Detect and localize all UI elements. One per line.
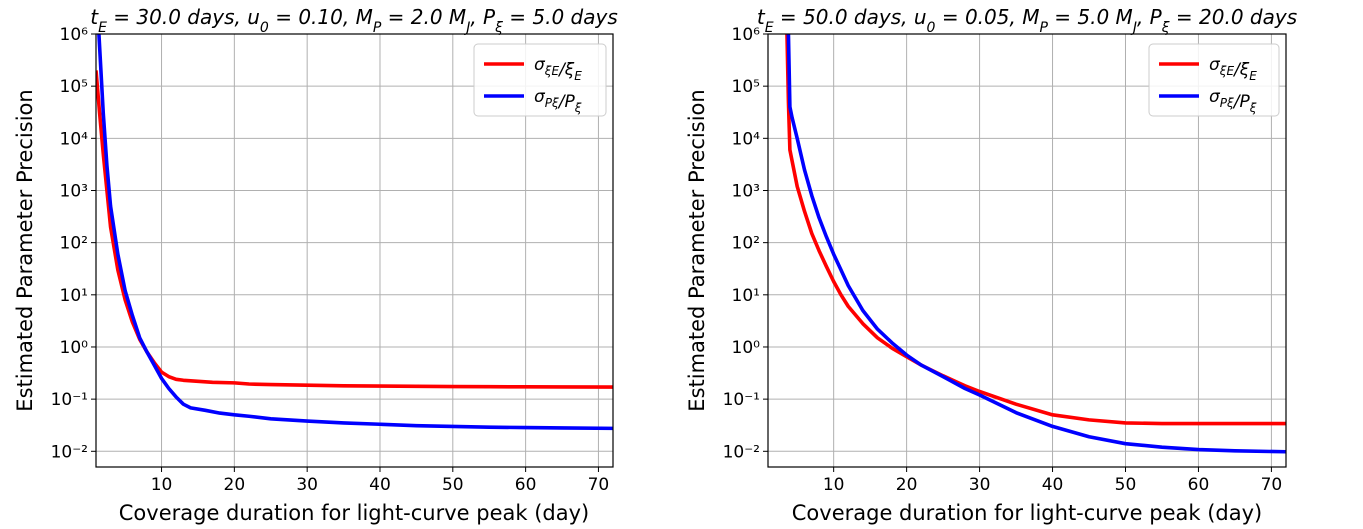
- x-axis-label: Coverage duration for light-curve peak (…: [119, 501, 589, 525]
- x-tick-label: 60: [1188, 475, 1210, 495]
- y-tick-label: 10¹: [60, 286, 88, 306]
- x-tick-label: 20: [896, 475, 918, 495]
- legend-label-1: σξE/ξE: [534, 55, 582, 83]
- y-tick-label: 10⁻²: [51, 442, 88, 462]
- x-tick-label: 40: [369, 475, 391, 495]
- series-line-1: [96, 70, 613, 389]
- y-tick-label: 10⁴: [732, 129, 761, 149]
- plot-frame: [767, 33, 1287, 468]
- y-tick-label: 10⁵: [60, 77, 88, 97]
- x-tick-label: 70: [588, 475, 610, 495]
- legend-label-2: σPξ/Pξ: [534, 87, 582, 115]
- y-tick-label: 10⁶: [60, 25, 89, 45]
- x-tick-label: 50: [442, 475, 464, 495]
- legend-label-2: σPξ/Pξ: [1209, 87, 1257, 115]
- legend: σξE/ξE σPξ/Pξ: [473, 43, 607, 117]
- series-line-2: [786, 34, 1286, 454]
- y-tick-label: 10⁻¹: [723, 390, 760, 410]
- x-tick-label: 30: [969, 475, 991, 495]
- y-tick-label: 10⁰: [732, 338, 761, 358]
- x-tick-label: 60: [515, 475, 537, 495]
- legend-label-1: σξE/ξE: [1209, 55, 1257, 83]
- legend: σξE/ξE σPξ/Pξ: [1148, 43, 1280, 117]
- y-tick-label: 10³: [60, 181, 88, 201]
- y-tick-label: 10³: [732, 181, 760, 201]
- series-line-1: [785, 34, 1286, 426]
- x-tick-label: 50: [1115, 475, 1137, 495]
- legend-box: [1148, 43, 1280, 117]
- y-tick-label: 10⁻²: [723, 442, 760, 462]
- x-tick-label: 30: [296, 475, 318, 495]
- chart-panel-1: 10 20 30 40 50 60 70 10⁻² 10⁻¹ 10⁰ 10¹ 10² 10³ 10⁴ 10⁵…: [13, 5, 618, 525]
- y-axis-label: Estimated Parameter Precision: [13, 89, 37, 411]
- x-tick-label: 20: [224, 475, 246, 495]
- y-axis-label: Estimated Parameter Precision: [685, 89, 709, 411]
- y-tick-label: 10²: [60, 234, 88, 254]
- plot-frame: [95, 33, 614, 468]
- y-tick-label: 10⁰: [60, 338, 89, 358]
- y-tick-label: 10⁻¹: [51, 390, 88, 410]
- legend-box: [473, 43, 607, 117]
- y-tick-label: 10⁵: [732, 77, 760, 97]
- x-tick-label: 70: [1261, 475, 1283, 495]
- x-tick-label: 10: [823, 475, 845, 495]
- chart-title: tE = 50.0 days, u0 = 0.05, MP = 5.0 MJ, …: [757, 5, 1297, 36]
- series-line-2: [97, 34, 613, 431]
- y-tick-label: 10⁴: [60, 129, 89, 149]
- x-tick-label: 10: [151, 475, 173, 495]
- chart-panel-2: 10 20 30 40 50 60 70 10⁻² 10⁻¹ 10⁰ 10¹ 10² 10³ 10⁴ 10⁵…: [685, 5, 1297, 525]
- y-tick-label: 10⁶: [732, 25, 761, 45]
- x-tick-label: 40: [1042, 475, 1064, 495]
- chart-title: tE = 30.0 days, u0 = 0.10, MP = 2.0 MJ, …: [90, 5, 618, 36]
- x-axis-label: Coverage duration for light-curve peak (…: [792, 501, 1262, 525]
- y-tick-label: 10²: [732, 234, 760, 254]
- y-tick-label: 10¹: [732, 286, 760, 306]
